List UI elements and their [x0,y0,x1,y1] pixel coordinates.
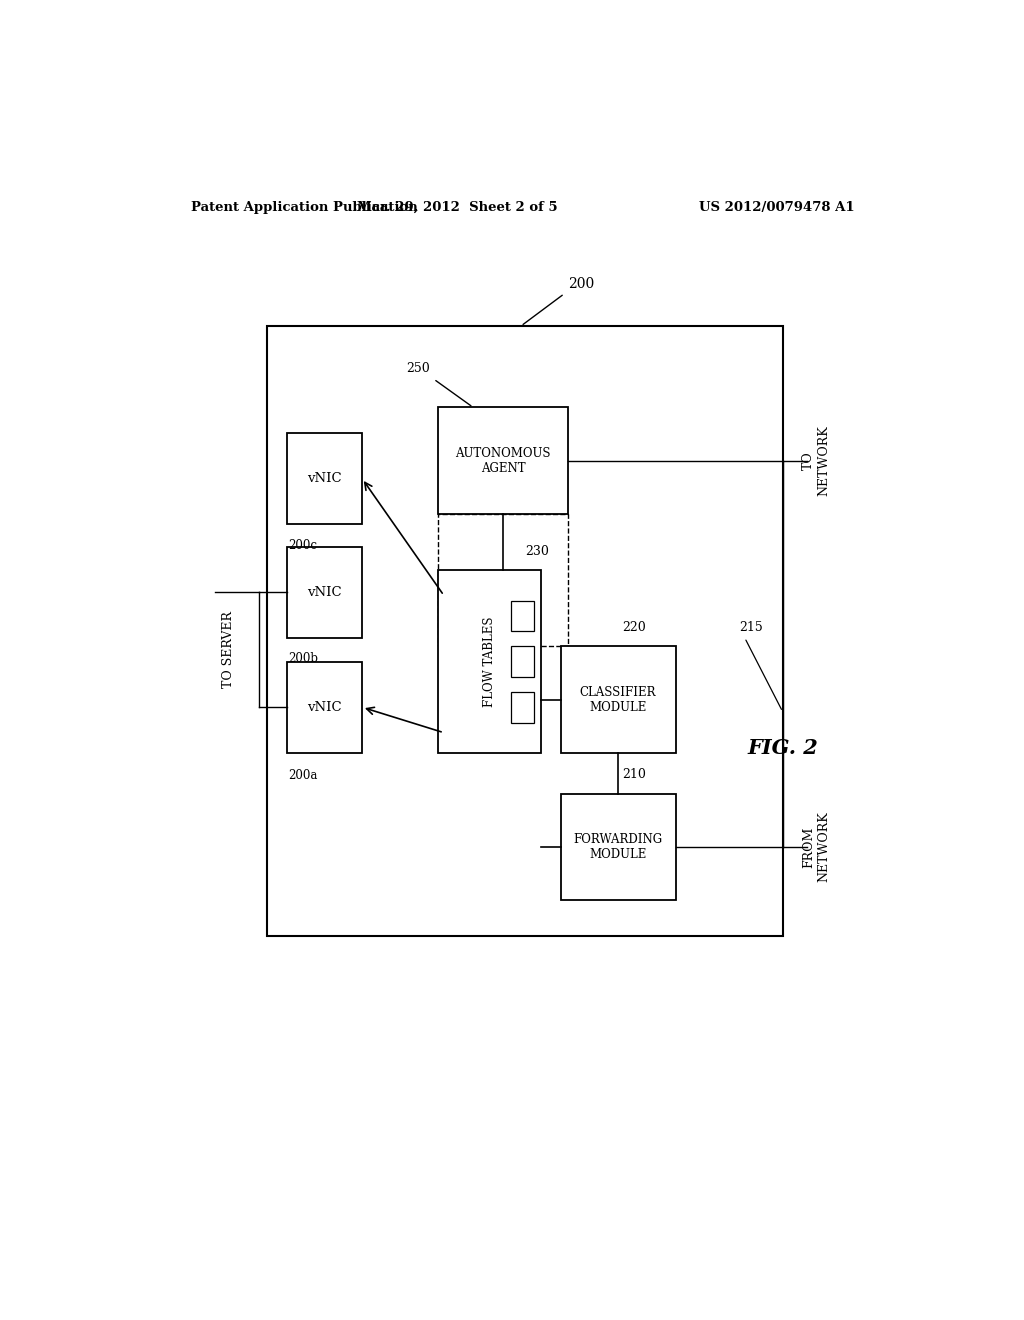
Text: 230: 230 [524,545,549,558]
Text: vNIC: vNIC [307,473,342,484]
FancyBboxPatch shape [560,647,676,752]
FancyBboxPatch shape [437,408,568,515]
Text: 220: 220 [622,622,646,634]
Text: Mar. 29, 2012  Sheet 2 of 5: Mar. 29, 2012 Sheet 2 of 5 [357,201,558,214]
FancyBboxPatch shape [287,546,362,638]
Text: 210: 210 [622,768,646,781]
Text: FORWARDING
MODULE: FORWARDING MODULE [573,833,663,861]
Text: 200c: 200c [289,539,317,552]
Text: vNIC: vNIC [307,586,342,599]
FancyBboxPatch shape [511,692,535,722]
FancyBboxPatch shape [511,647,535,677]
FancyBboxPatch shape [560,793,676,900]
FancyBboxPatch shape [511,601,535,631]
Text: vNIC: vNIC [307,701,342,714]
Text: TO
NETWORK: TO NETWORK [802,425,830,496]
Text: 200: 200 [568,276,595,290]
Text: Patent Application Publication: Patent Application Publication [191,201,418,214]
Text: 200b: 200b [289,652,318,665]
Text: TO SERVER: TO SERVER [222,611,236,688]
Text: FIG. 2: FIG. 2 [748,738,818,758]
Text: CLASSIFIER
MODULE: CLASSIFIER MODULE [580,685,656,714]
FancyBboxPatch shape [437,570,541,752]
Text: 215: 215 [739,620,763,634]
Text: 200a: 200a [289,770,317,783]
FancyBboxPatch shape [287,433,362,524]
FancyBboxPatch shape [287,661,362,752]
Text: AUTONOMOUS
AGENT: AUTONOMOUS AGENT [456,446,551,475]
Text: FLOW TABLES: FLOW TABLES [482,616,496,706]
Text: 250: 250 [406,362,430,375]
FancyBboxPatch shape [267,326,782,936]
Text: US 2012/0079478 A1: US 2012/0079478 A1 [699,201,855,214]
Text: FROM
NETWORK: FROM NETWORK [802,812,830,882]
